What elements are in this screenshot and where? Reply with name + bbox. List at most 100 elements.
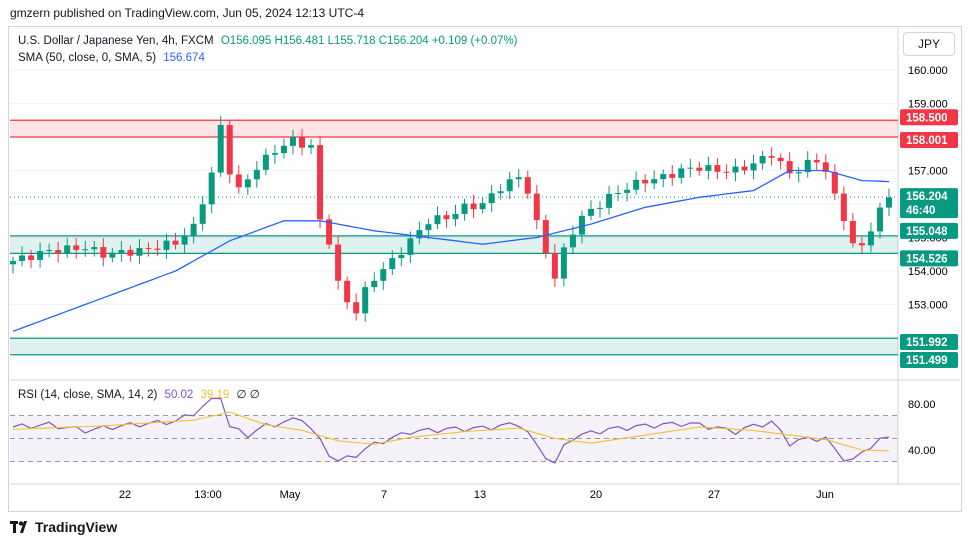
- candle-body: [741, 166, 748, 171]
- rsi-sma-value: 39.19: [200, 389, 230, 401]
- candle-body: [606, 193, 613, 208]
- candle-body: [533, 193, 540, 221]
- x-tick-label: 20: [590, 489, 602, 501]
- footer-brand-label: TradingView: [35, 519, 118, 535]
- x-tick-label: May: [280, 489, 301, 501]
- candle-body: [723, 171, 730, 173]
- rsi-tail: ∅ ∅: [236, 389, 260, 401]
- price-label-bg: [900, 250, 958, 267]
- currency-button[interactable]: JPY: [903, 32, 955, 56]
- last-price-label-bg: [900, 188, 958, 205]
- candle-body: [452, 213, 459, 220]
- candle-body: [362, 287, 369, 314]
- candle-body: [597, 207, 604, 209]
- candle-body: [64, 245, 71, 254]
- candle-body: [389, 258, 396, 270]
- footer-brand[interactable]: TradingView: [10, 519, 117, 535]
- candle-body: [795, 172, 802, 174]
- candle-body: [651, 179, 658, 184]
- candle-body: [326, 219, 333, 245]
- last-price-label: 156.204: [906, 191, 948, 203]
- x-tick-label: 22: [119, 489, 131, 501]
- candle-body: [163, 240, 170, 250]
- candle-body: [262, 154, 269, 170]
- candle-body: [732, 166, 739, 173]
- candle-body: [371, 280, 378, 288]
- candle-body: [678, 168, 685, 178]
- candle-body: [867, 231, 874, 246]
- candle-body: [289, 137, 296, 146]
- candle-body: [398, 254, 405, 259]
- candle-body: [479, 203, 486, 210]
- price-label: 155.048: [906, 226, 948, 238]
- candle-body: [624, 189, 631, 193]
- symbol-title: U.S. Dollar / Japanese Yen, 4h, FXCM: [18, 35, 214, 47]
- candle-body: [10, 260, 16, 265]
- candle-body: [759, 156, 766, 164]
- support-zone: [10, 235, 898, 254]
- candle-body: [280, 145, 287, 154]
- candle-body: [542, 220, 549, 254]
- x-tick-label: Jun: [816, 489, 834, 501]
- candle-body: [669, 174, 676, 178]
- price-label-bg: [900, 131, 958, 148]
- candle-body: [615, 192, 622, 194]
- candle-body: [578, 215, 585, 235]
- candle-body: [226, 124, 233, 175]
- candle-body: [127, 250, 134, 256]
- candle-body: [687, 167, 694, 169]
- candle-body: [416, 230, 423, 239]
- price-label: 154.526: [906, 253, 948, 265]
- price-label: 151.992: [906, 337, 948, 349]
- candle-body: [786, 161, 793, 174]
- rsi-tick-label: 40.00: [908, 445, 936, 457]
- candle-body: [714, 165, 721, 172]
- symbol-legend: U.S. Dollar / Japanese Yen, 4h, FXCM O15…: [18, 35, 518, 47]
- candle-body: [181, 236, 188, 245]
- y-tick-label: 159.000: [908, 99, 948, 111]
- sma-line: [12, 169, 890, 332]
- candle-body: [73, 245, 80, 250]
- sma-value: 156.674: [163, 52, 205, 64]
- candle-body: [858, 243, 865, 246]
- rsi-value: 50.02: [164, 389, 194, 401]
- x-tick-label: 13: [474, 489, 486, 501]
- candle-body: [344, 280, 351, 303]
- countdown-label: 46:40: [906, 205, 935, 217]
- candle-body: [46, 250, 53, 252]
- candle-body: [813, 159, 820, 163]
- y-tick-label: 160.000: [908, 65, 948, 77]
- x-tick-label: 13:00: [194, 489, 222, 501]
- candle-body: [777, 157, 784, 162]
- candle-body: [235, 174, 242, 188]
- candle-body: [831, 171, 838, 194]
- candle-body: [154, 248, 161, 250]
- candle-body: [705, 165, 712, 171]
- candle-body: [335, 244, 342, 281]
- price-label-bg: [900, 352, 958, 368]
- candle-body: [587, 208, 594, 216]
- x-tick-label: 7: [381, 489, 387, 501]
- candle-body: [461, 203, 468, 214]
- candle-body: [271, 153, 278, 155]
- price-label: 158.001: [906, 135, 948, 147]
- candle-body: [109, 252, 116, 258]
- candle-body: [37, 251, 44, 260]
- candle-body: [217, 124, 224, 173]
- candle-body: [19, 255, 26, 261]
- candle-body: [434, 215, 441, 225]
- resistance-zone: [10, 120, 898, 137]
- candle-body: [696, 167, 703, 171]
- rsi-line: [12, 397, 890, 464]
- candle-body: [172, 240, 179, 245]
- price-label-bg: [900, 109, 958, 126]
- candle-body: [136, 248, 143, 256]
- candle-body: [244, 179, 251, 188]
- candle-body: [660, 174, 667, 180]
- candle-body: [633, 179, 640, 190]
- ohlc-values: O156.095 H156.481 L155.718 C156.204 +0.1…: [220, 35, 518, 47]
- candle-body: [308, 145, 315, 148]
- x-tick-label: 27: [708, 489, 720, 501]
- candle-body: [190, 223, 197, 237]
